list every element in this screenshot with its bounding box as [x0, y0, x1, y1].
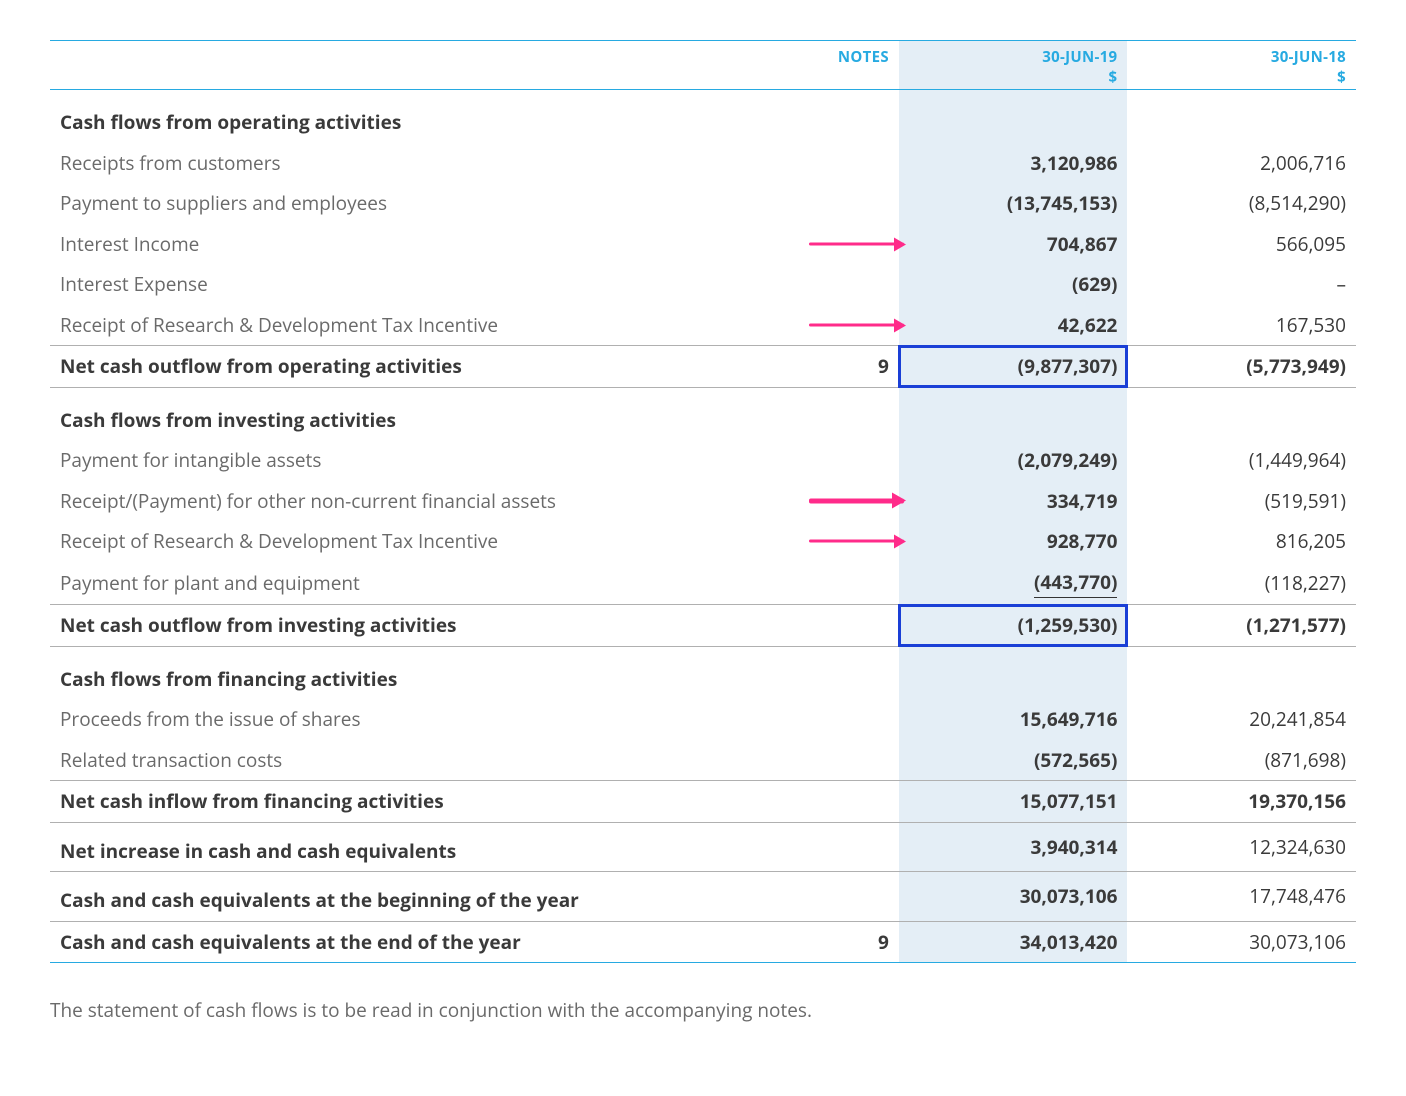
v2018-plant-equip: (118,227)	[1127, 562, 1356, 605]
label-cash-begin: Cash and cash equivalents at the beginni…	[50, 872, 807, 922]
row-inv-rnd-tax: Receipt of Research & Development Tax In…	[50, 521, 1356, 562]
row-interest-expense: Interest Expense (629) –	[50, 264, 1356, 305]
v2019-op-subtotal: (9,877,307)	[899, 346, 1128, 388]
operating-title-label: Cash flows from operating activities	[50, 90, 807, 143]
row-intangible: Payment for intangible assets (2,079,249…	[50, 440, 1356, 481]
v2018-op-rnd-tax: 167,530	[1127, 305, 1356, 346]
v2019-payment-suppliers: (13,745,153)	[899, 183, 1128, 224]
header-2019-currency: $	[909, 67, 1118, 87]
v2019-txn-costs: (572,565)	[899, 740, 1128, 781]
row-cash-begin: Cash and cash equivalents at the beginni…	[50, 872, 1356, 922]
investing-title-label: Cash flows from investing activities	[50, 387, 807, 440]
v2018-interest-income: 566,095	[1127, 224, 1356, 265]
label-net-increase: Net increase in cash and cash equivalent…	[50, 822, 807, 872]
label-intangible: Payment for intangible assets	[50, 440, 807, 481]
v2018-net-increase: 12,324,630	[1127, 822, 1356, 872]
financing-title-label: Cash flows from financing activities	[50, 646, 807, 699]
section-operating-title: Cash flows from operating activities	[50, 90, 1356, 143]
label-inv-subtotal: Net cash outflow from investing activiti…	[50, 605, 807, 647]
label-plant-equip: Payment for plant and equipment	[50, 562, 807, 605]
label-payment-suppliers: Payment to suppliers and employees	[50, 183, 807, 224]
header-blank	[50, 41, 807, 90]
row-op-subtotal: Net cash outflow from operating activiti…	[50, 346, 1356, 388]
label-interest-income: Interest Income	[50, 224, 807, 265]
label-share-issue: Proceeds from the issue of shares	[50, 699, 807, 740]
v2019-receipts-customers: 3,120,986	[899, 143, 1128, 184]
row-interest-income: Interest Income 704,867 566,095	[50, 224, 1356, 265]
v2019-interest-income: 704,867	[899, 224, 1128, 265]
label-inv-rnd-tax: Receipt of Research & Development Tax In…	[50, 521, 807, 562]
header-2019-label: 30-JUN-19	[1042, 47, 1117, 67]
v2018-cash-end: 30,073,106	[1127, 921, 1356, 963]
row-net-increase: Net increase in cash and cash equivalent…	[50, 822, 1356, 872]
v2019-plant-equip: (443,770)	[899, 562, 1128, 605]
row-nc-fin-assets: Receipt/(Payment) for other non-current …	[50, 481, 1356, 522]
v2019-inv-subtotal: (1,259,530)	[899, 605, 1128, 647]
footnote-text: The statement of cash flows is to be rea…	[50, 997, 1356, 1023]
v2019-nc-fin-assets: 334,719	[899, 481, 1128, 522]
v2019-fin-subtotal: 15,077,151	[899, 781, 1128, 823]
v2018-op-subtotal: (5,773,949)	[1127, 346, 1356, 388]
v2019-interest-expense: (629)	[899, 264, 1128, 305]
section-financing-title: Cash flows from financing activities	[50, 646, 1356, 699]
v2018-fin-subtotal: 19,370,156	[1127, 781, 1356, 823]
v2019-inv-rnd-tax: 928,770	[899, 521, 1128, 562]
v2019-share-issue: 15,649,716	[899, 699, 1128, 740]
v2018-cash-begin: 17,748,476	[1127, 872, 1356, 922]
header-2018-label: 30-JUN-18	[1271, 47, 1346, 67]
label-op-rnd-tax: Receipt of Research & Development Tax In…	[50, 305, 807, 346]
header-2018: 30-JUN-18 $	[1127, 41, 1356, 90]
note-cash-end: 9	[807, 921, 898, 963]
v2018-intangible: (1,449,964)	[1127, 440, 1356, 481]
row-share-issue: Proceeds from the issue of shares 15,649…	[50, 699, 1356, 740]
v2018-nc-fin-assets: (519,591)	[1127, 481, 1356, 522]
label-op-subtotal: Net cash outflow from operating activiti…	[50, 346, 807, 388]
v2018-receipts-customers: 2,006,716	[1127, 143, 1356, 184]
row-receipts-customers: Receipts from customers 3,120,986 2,006,…	[50, 143, 1356, 184]
v2018-inv-subtotal: (1,271,577)	[1127, 605, 1356, 647]
v2019-intangible: (2,079,249)	[899, 440, 1128, 481]
header-notes: NOTES	[807, 41, 898, 90]
v2019-op-rnd-tax: 42,622	[899, 305, 1128, 346]
label-receipts-customers: Receipts from customers	[50, 143, 807, 184]
row-payment-suppliers: Payment to suppliers and employees (13,7…	[50, 183, 1356, 224]
section-investing-title: Cash flows from investing activities	[50, 387, 1356, 440]
v2018-txn-costs: (871,698)	[1127, 740, 1356, 781]
header-2018-currency: $	[1137, 67, 1346, 87]
label-interest-expense: Interest Expense	[50, 264, 807, 305]
v2019-cash-end: 34,013,420	[899, 921, 1128, 963]
row-fin-subtotal: Net cash inflow from financing activitie…	[50, 781, 1356, 823]
row-plant-equip: Payment for plant and equipment (443,770…	[50, 562, 1356, 605]
label-cash-end: Cash and cash equivalents at the end of …	[50, 921, 807, 963]
row-op-rnd-tax: Receipt of Research & Development Tax In…	[50, 305, 1356, 346]
note-op-subtotal: 9	[807, 346, 898, 388]
label-txn-costs: Related transaction costs	[50, 740, 807, 781]
row-txn-costs: Related transaction costs (572,565) (871…	[50, 740, 1356, 781]
v2018-inv-rnd-tax: 816,205	[1127, 521, 1356, 562]
cash-flow-statement-table: NOTES 30-JUN-19 $ 30-JUN-18 $ Cash flows…	[50, 40, 1356, 963]
row-inv-subtotal: Net cash outflow from investing activiti…	[50, 605, 1356, 647]
v2018-payment-suppliers: (8,514,290)	[1127, 183, 1356, 224]
v2018-share-issue: 20,241,854	[1127, 699, 1356, 740]
label-nc-fin-assets: Receipt/(Payment) for other non-current …	[50, 481, 807, 522]
label-fin-subtotal: Net cash inflow from financing activitie…	[50, 781, 807, 823]
v2019-cash-begin: 30,073,106	[899, 872, 1128, 922]
header-row: NOTES 30-JUN-19 $ 30-JUN-18 $	[50, 41, 1356, 90]
v2018-interest-expense: –	[1127, 264, 1356, 305]
v2019-net-increase: 3,940,314	[899, 822, 1128, 872]
row-cash-end: Cash and cash equivalents at the end of …	[50, 921, 1356, 963]
header-2019: 30-JUN-19 $	[899, 41, 1128, 90]
